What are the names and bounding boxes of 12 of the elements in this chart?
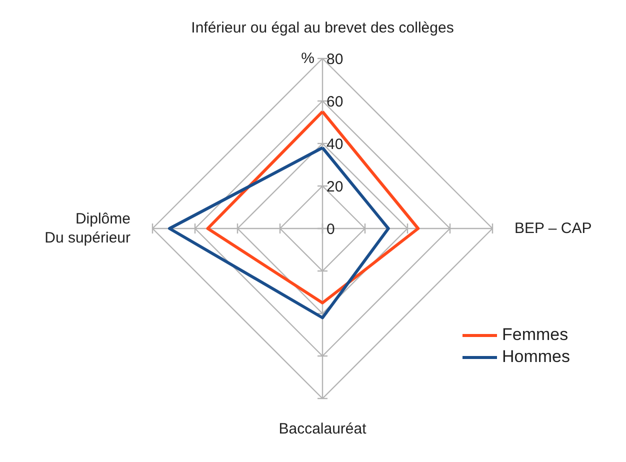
y-tick-label: 0 [326, 221, 335, 238]
spoke-label: Diplôme Du supérieur [44, 210, 131, 246]
y-tick-label: 60 [326, 94, 344, 110]
legend-label: Femmes [502, 325, 568, 345]
text: % [301, 50, 315, 67]
spoke-label: Baccalauréat [278, 420, 368, 438]
legend-label: Hommes [502, 347, 570, 367]
y-tick-label: 80 [326, 51, 344, 68]
y-tick-label: 40 [326, 136, 344, 153]
spoke-label: BEP – CAP [514, 220, 592, 237]
y-tick-label: 20 [326, 178, 344, 196]
spoke-label: Inférieur ou égal au brevet des collèges [191, 20, 454, 36]
